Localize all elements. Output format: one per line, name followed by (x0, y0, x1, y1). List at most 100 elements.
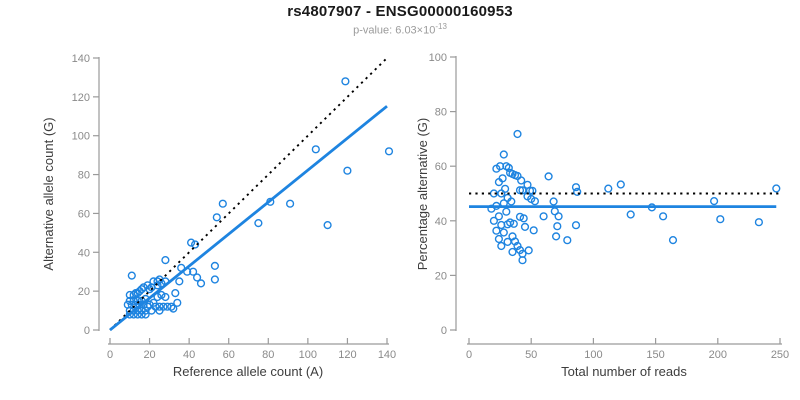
data-point (143, 281, 152, 290)
x-tick-label: 50 (525, 349, 537, 361)
data-point (668, 236, 678, 245)
figure-title: rs4807907 - ENSG00000160953 (287, 3, 513, 20)
data-point (494, 234, 504, 244)
data-point (499, 228, 508, 237)
x-tick-label: 0 (466, 349, 472, 361)
data-point (616, 180, 625, 189)
x-tick-label: 80 (262, 349, 274, 361)
x-axis-label-right: Total number of reads (561, 364, 687, 379)
plot-reads-vs-percentage: 0 20 40 60 80 100 0 50 100 150 200 250 (429, 52, 790, 361)
data-point (497, 241, 506, 251)
data-point (212, 213, 221, 222)
data-point (529, 226, 538, 235)
data-point (494, 212, 504, 221)
data-point (709, 197, 719, 206)
data-point (167, 302, 176, 311)
data-point (502, 207, 511, 216)
y-axis-label-left: Alternative allele count (G) (41, 117, 56, 270)
data-point (530, 197, 540, 206)
x-tick-label: 100 (299, 349, 317, 361)
data-point (515, 212, 525, 221)
y-tick-label: 0 (84, 325, 90, 337)
data-point (573, 187, 582, 197)
data-point (196, 279, 206, 288)
x-tick-label: 60 (223, 349, 235, 361)
data-point (510, 237, 520, 246)
y-tick-label: 20 (78, 286, 90, 298)
data-point (506, 218, 515, 227)
data-point (218, 199, 227, 208)
data-point (528, 186, 537, 195)
y-tick-label: 100 (429, 52, 447, 64)
figure-subtitle: p-value: 6.03×10-13 (0, 22, 800, 37)
data-point (499, 150, 508, 159)
data-point (501, 184, 510, 193)
data-point (311, 145, 320, 154)
data-point (343, 166, 352, 175)
y-tick-label: 40 (78, 247, 90, 259)
y-tick-label: 40 (435, 216, 447, 228)
data-point (210, 261, 220, 271)
data-point (519, 214, 528, 223)
data-point (155, 275, 164, 284)
y-tick-label: 100 (72, 131, 90, 143)
data-point (163, 302, 172, 311)
data-point (145, 300, 154, 309)
data-point (551, 232, 561, 241)
y-tick-label: 60 (435, 161, 447, 173)
data-point (563, 236, 572, 245)
data-point (133, 296, 142, 306)
x-axis-label-left: Reference allele count (A) (173, 364, 323, 379)
data-point (125, 296, 134, 306)
y-axis-label-right: Percentage alternative (G) (415, 118, 430, 270)
x-tick-label: 200 (709, 349, 727, 361)
data-point (518, 186, 527, 195)
p-value-exponent: -13 (435, 22, 447, 31)
data-point (187, 238, 196, 247)
x-tick-label: 140 (378, 349, 396, 361)
data-point (626, 210, 635, 219)
data-point (129, 296, 138, 306)
data-point (175, 277, 184, 286)
data-point (254, 219, 263, 228)
data-point (553, 222, 562, 231)
x-tick-label: 250 (771, 349, 789, 361)
plot-ref-vs-alt-counts: 0 20 40 60 80 100 120 140 0 20 40 60 80 100 120 140 (72, 53, 397, 361)
data-point (518, 249, 527, 258)
data-point (323, 221, 332, 230)
y-tick-label: 0 (441, 325, 447, 337)
data-point (129, 290, 138, 300)
y-tick-label: 140 (72, 53, 90, 65)
data-point (193, 273, 202, 282)
data-point (173, 298, 182, 307)
data-point (191, 240, 200, 249)
data-point (127, 271, 136, 280)
y-tick-label: 120 (72, 92, 90, 104)
data-point (515, 186, 525, 195)
x-tick-label: 40 (183, 349, 195, 361)
data-point (508, 247, 517, 257)
data-point (509, 219, 518, 228)
y-tick-label: 80 (78, 170, 90, 182)
data-point (772, 184, 781, 193)
data-point (384, 147, 394, 156)
x-tick-label: 100 (584, 349, 602, 361)
y-tick-label: 60 (78, 208, 90, 220)
x-tick-label: 120 (338, 349, 356, 361)
data-point (520, 222, 530, 232)
data-point (161, 292, 170, 302)
data-point (754, 218, 764, 227)
p-value-text: p-value: 6.03×10 (353, 24, 436, 37)
data-point (604, 184, 613, 193)
x-tick-label: 150 (646, 349, 664, 361)
data-point (489, 216, 499, 225)
x-tick-label: 0 (107, 349, 113, 361)
data-point (517, 176, 526, 185)
data-point (286, 199, 295, 208)
data-point (524, 246, 533, 255)
data-point (341, 77, 350, 86)
data-point (171, 289, 180, 298)
data-point (716, 215, 725, 224)
